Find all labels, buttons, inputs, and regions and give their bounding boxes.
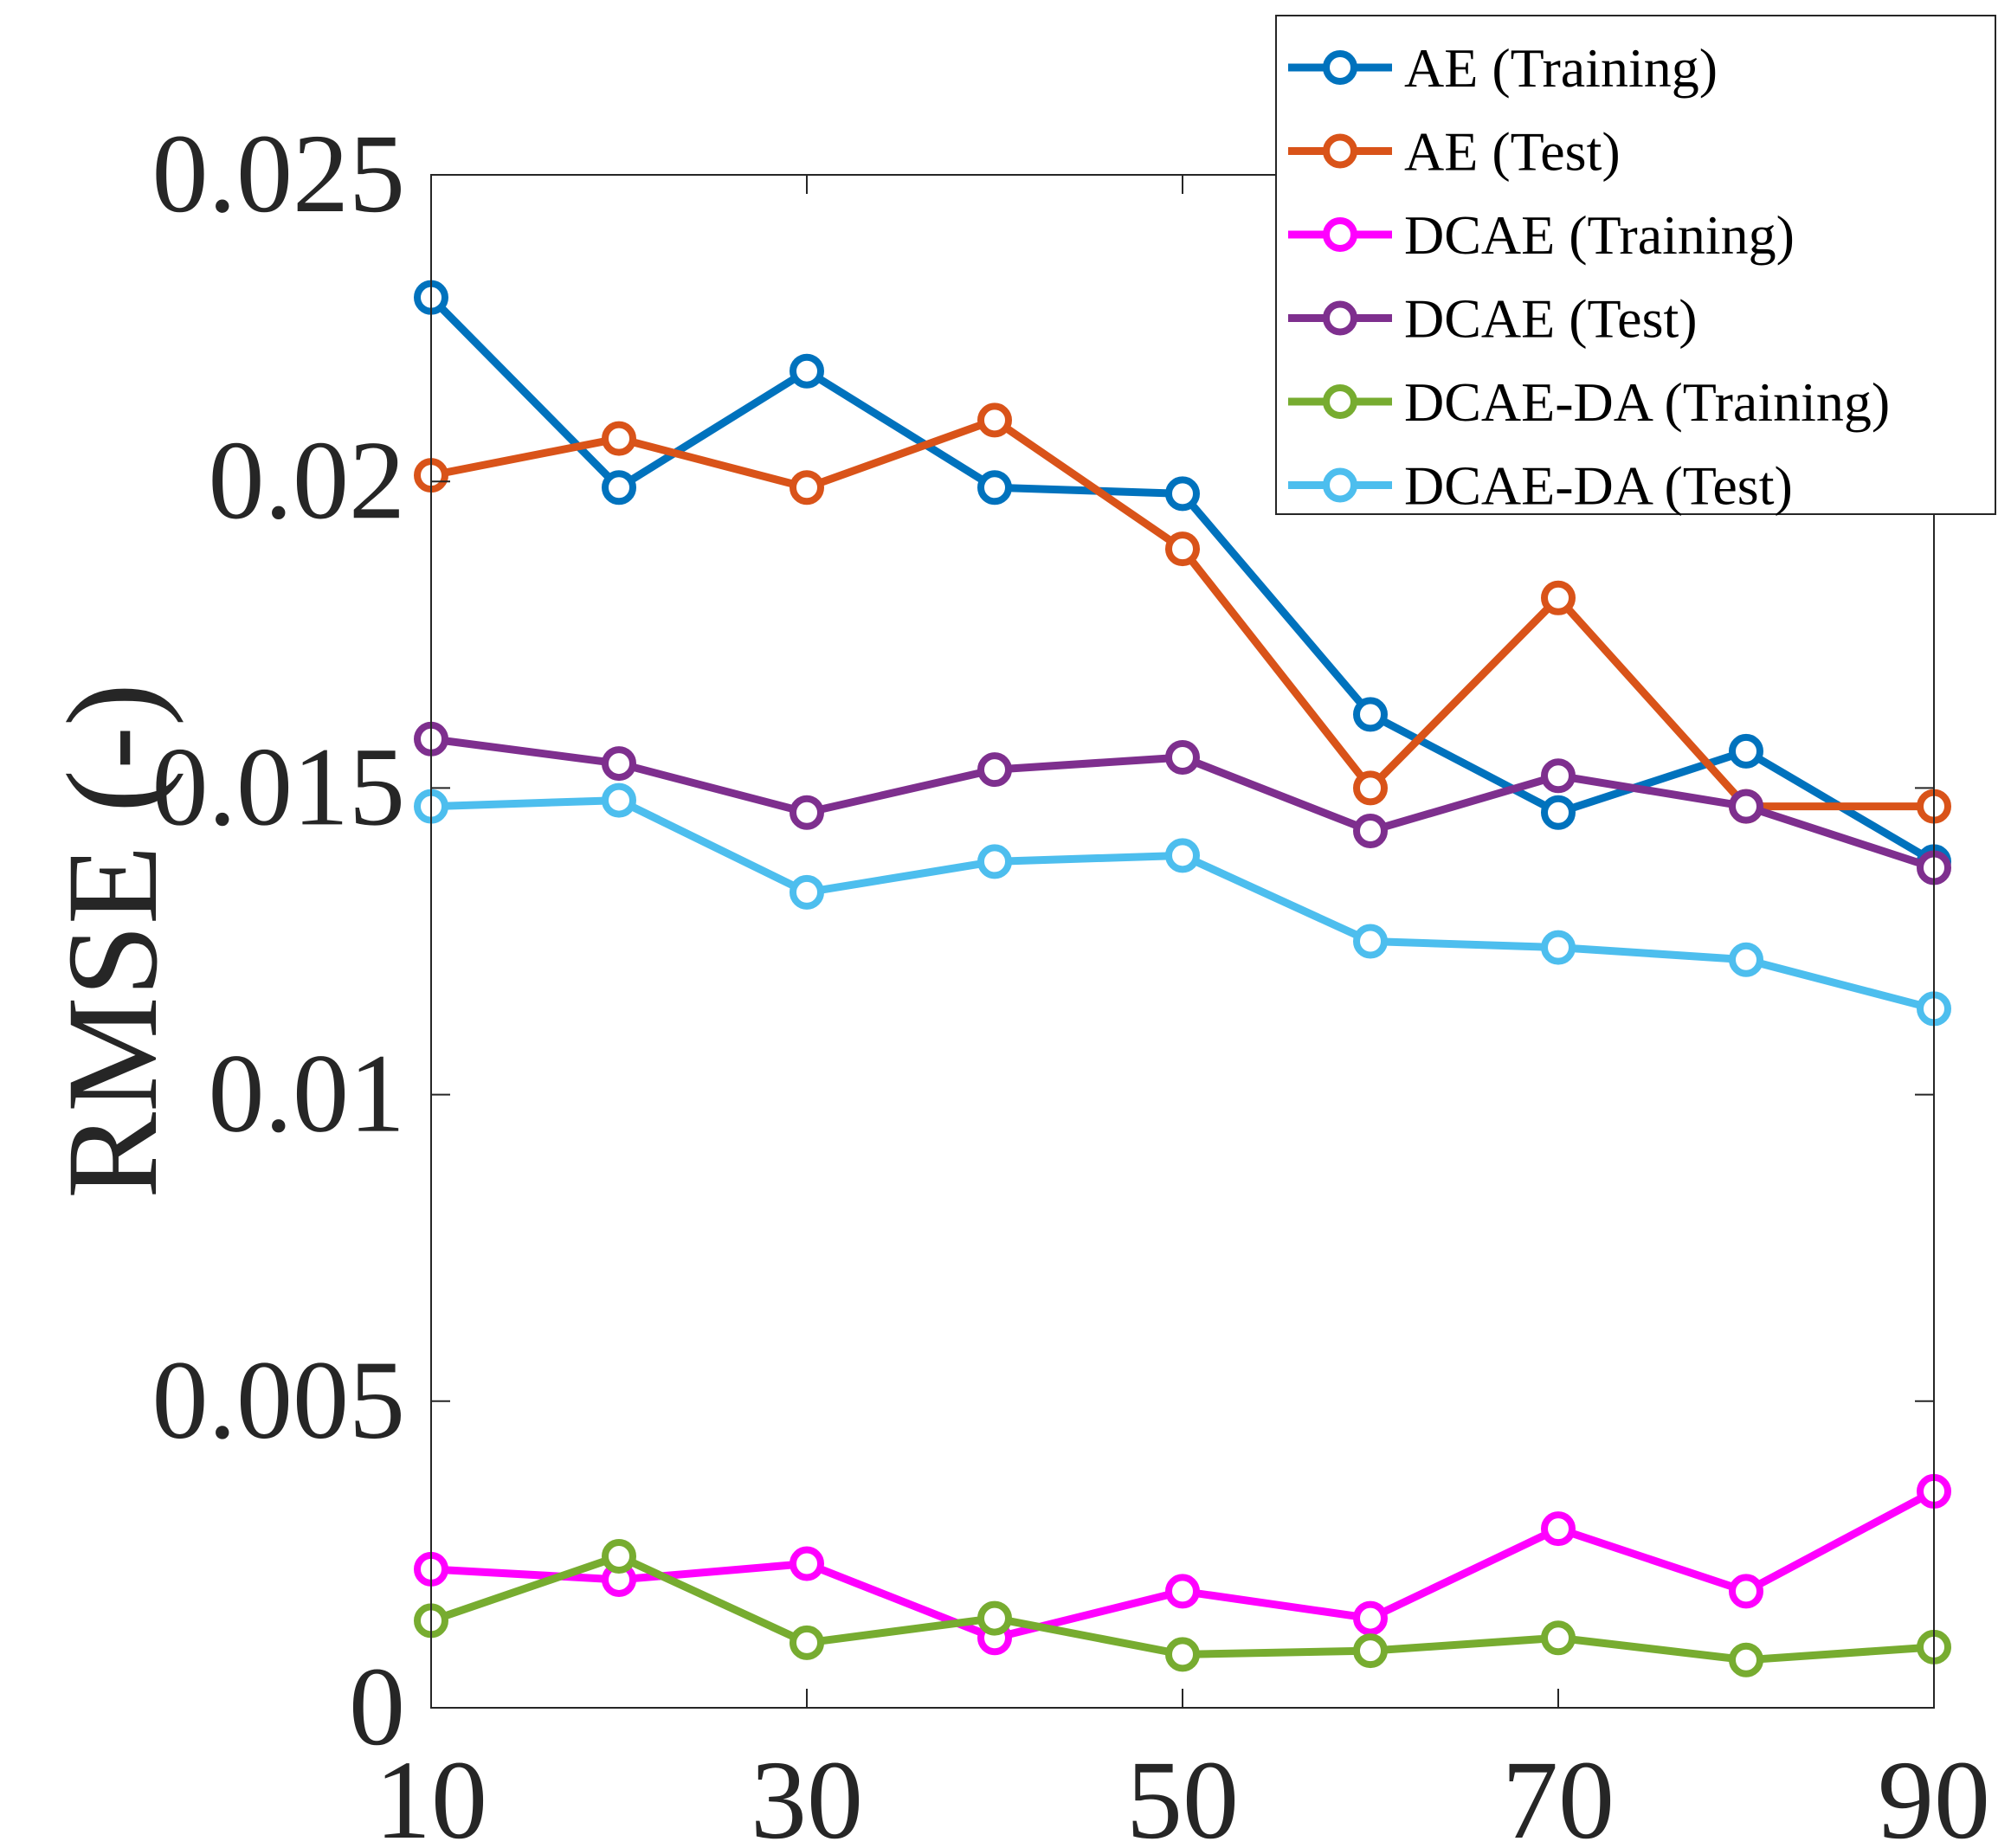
legend-marker bbox=[1323, 384, 1357, 419]
legend-label: DCAE (Test) bbox=[1404, 288, 1698, 350]
y-tick-label: 0.015 bbox=[152, 724, 406, 849]
data-point bbox=[1165, 838, 1200, 873]
series-lines bbox=[414, 280, 1951, 1677]
series-ae-training bbox=[414, 280, 1951, 879]
data-point bbox=[790, 1625, 824, 1660]
data-point bbox=[1541, 795, 1576, 830]
legend-marker bbox=[1323, 50, 1357, 85]
y-tick-label: 0.025 bbox=[152, 112, 406, 236]
data-point bbox=[1541, 758, 1576, 794]
data-point bbox=[1165, 476, 1200, 512]
data-point bbox=[1729, 1642, 1763, 1677]
data-point bbox=[1541, 1511, 1576, 1547]
series-line bbox=[430, 1487, 1937, 1642]
legend-marker bbox=[1323, 467, 1357, 503]
data-point bbox=[1729, 942, 1763, 977]
data-point bbox=[1541, 580, 1576, 615]
legend-box bbox=[1275, 15, 1996, 515]
data-point bbox=[602, 470, 636, 505]
legend-label: DCAE-DA (Training) bbox=[1404, 371, 1890, 433]
data-point bbox=[602, 1539, 636, 1574]
legend-label: DCAE (Training) bbox=[1404, 204, 1795, 266]
x-tick-label: 50 bbox=[1126, 1738, 1239, 1848]
data-point bbox=[1541, 1620, 1576, 1656]
data-point bbox=[1729, 789, 1763, 824]
x-tick-label: 30 bbox=[751, 1738, 863, 1848]
series-line bbox=[430, 796, 1936, 1013]
y-tick-label: 0 bbox=[349, 1645, 405, 1769]
series-dcae-da-training bbox=[414, 1539, 1951, 1677]
data-point bbox=[602, 782, 636, 818]
series-dcae-da-test bbox=[414, 782, 1951, 1027]
data-point bbox=[602, 421, 636, 456]
data-point bbox=[1353, 697, 1388, 732]
x-tick-label: 70 bbox=[1502, 1738, 1615, 1848]
legend: AE (Training) AE (Test) DCAE (Training) DCA… bbox=[1275, 15, 1996, 517]
data-point bbox=[1353, 813, 1388, 848]
data-point bbox=[790, 795, 824, 830]
data-point bbox=[977, 470, 1012, 505]
y-tick-label: 0.01 bbox=[209, 1032, 406, 1156]
data-point bbox=[1165, 1574, 1200, 1609]
data-point bbox=[1729, 733, 1763, 769]
axes: 10 30 50 70 90 0 0.005 0.01 0.015 0.02 0.025 bbox=[152, 112, 1991, 1848]
data-point bbox=[1353, 1633, 1388, 1669]
y-tick-label: 0.02 bbox=[209, 418, 406, 543]
x-tick-label: 90 bbox=[1878, 1738, 1990, 1848]
data-point bbox=[1165, 739, 1200, 775]
legend-marker bbox=[1323, 300, 1357, 336]
data-point bbox=[977, 402, 1012, 438]
series-dcae-training bbox=[414, 1473, 1951, 1656]
legend-label: AE (Training) bbox=[1404, 37, 1718, 99]
data-point bbox=[1165, 1637, 1200, 1672]
data-point bbox=[977, 1600, 1012, 1636]
data-point bbox=[1353, 1600, 1388, 1636]
legend-marker bbox=[1323, 217, 1357, 252]
data-point bbox=[790, 1546, 824, 1581]
data-point bbox=[790, 874, 824, 910]
data-point bbox=[1353, 770, 1388, 806]
data-point bbox=[1541, 930, 1576, 965]
data-point bbox=[977, 844, 1012, 879]
legend-label: AE (Test) bbox=[1404, 121, 1621, 183]
legend-marker bbox=[1323, 133, 1357, 169]
data-point bbox=[602, 746, 636, 782]
legend-label: DCAE-DA (Test) bbox=[1404, 455, 1793, 517]
y-axis-label: RMSE (-) bbox=[41, 683, 184, 1199]
data-point bbox=[790, 353, 824, 389]
data-point bbox=[790, 470, 824, 505]
data-point bbox=[977, 752, 1012, 788]
x-tick-label: 10 bbox=[375, 1738, 487, 1848]
data-point bbox=[1165, 531, 1200, 567]
data-point bbox=[1729, 1574, 1763, 1609]
data-point bbox=[1353, 924, 1388, 959]
y-tick-label: 0.005 bbox=[152, 1338, 406, 1463]
